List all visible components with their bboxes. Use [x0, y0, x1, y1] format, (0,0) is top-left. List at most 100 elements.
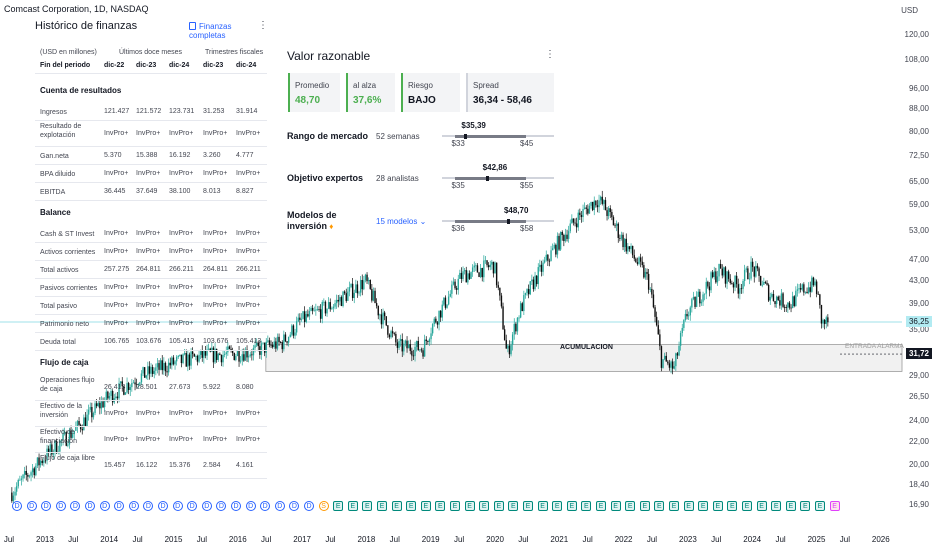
earnings-event-badge[interactable]: E [508, 501, 519, 511]
earnings-event-badge[interactable]: E [639, 501, 650, 511]
row-value: InvPro+ [104, 284, 129, 291]
period-header: dic-24 [169, 62, 190, 69]
dividend-event-badge[interactable]: D [128, 501, 139, 511]
candle-body [643, 265, 645, 278]
row-divider [35, 400, 267, 401]
candle-body [310, 307, 312, 312]
earnings-event-badge[interactable]: E [391, 501, 402, 511]
earnings-event-badge[interactable]: E [829, 501, 840, 511]
dividend-event-badge[interactable]: D [12, 501, 22, 511]
candle-body [387, 325, 389, 335]
earnings-event-badge[interactable]: E [464, 501, 475, 511]
earnings-event-badge[interactable]: E [625, 501, 636, 511]
earnings-event-badge[interactable]: E [596, 501, 606, 511]
candle-body [585, 207, 587, 209]
candle-body [491, 261, 493, 265]
candle-body [356, 284, 359, 294]
dividend-event-badge[interactable]: D [41, 501, 52, 511]
market-range-label: Rango de mercado [287, 131, 369, 141]
row-value: 5.922 [203, 384, 221, 391]
dividend-event-badge[interactable]: D [172, 501, 183, 511]
full-financials-link[interactable]: Finanzas completas [189, 22, 269, 40]
candle-body [246, 349, 248, 358]
earnings-event-badge[interactable]: E [566, 501, 577, 511]
earnings-event-badge[interactable]: E [362, 501, 373, 511]
fair-value-more-icon[interactable]: ⋮ [545, 49, 555, 60]
earnings-event-badge[interactable]: E [333, 501, 344, 511]
earnings-event-badge[interactable]: E [523, 501, 533, 511]
dividend-event-badge[interactable]: D [260, 501, 271, 511]
candle-body [417, 340, 419, 351]
earnings-event-badge[interactable]: E [727, 501, 738, 511]
earnings-event-badge[interactable]: E [698, 501, 709, 511]
earnings-event-badge[interactable]: E [479, 501, 490, 511]
dividend-event-badge[interactable]: D [245, 501, 256, 511]
candle-body [380, 314, 383, 325]
candle-body [641, 261, 643, 266]
more-icon[interactable]: ⋮ [258, 20, 268, 31]
earnings-event-badge[interactable]: E [450, 501, 460, 511]
document-icon [189, 22, 196, 30]
earnings-event-badge[interactable]: E [742, 501, 752, 511]
earnings-event-badge[interactable]: E [493, 501, 504, 511]
candle-body [286, 341, 288, 343]
candle-body [649, 288, 651, 290]
symbol-title: Comcast Corporation, 1D, NASDAQ [4, 4, 149, 14]
dividend-event-badge[interactable]: D [55, 501, 66, 511]
earnings-event-badge[interactable]: E [347, 501, 358, 511]
earnings-event-badge[interactable]: E [420, 501, 431, 511]
candle-body [148, 366, 151, 374]
earnings-event-badge[interactable]: E [756, 501, 767, 511]
dividend-event-badge[interactable]: D [187, 501, 198, 511]
dividend-event-badge[interactable]: D [304, 501, 314, 511]
candle-body [676, 353, 679, 356]
earnings-event-badge[interactable]: E [683, 501, 694, 511]
candle-body [355, 284, 357, 293]
candle-body [487, 265, 490, 268]
earnings-event-badge[interactable]: E [581, 501, 592, 511]
row-value: InvPro+ [203, 410, 228, 417]
candle-body [119, 381, 122, 384]
candle-body [94, 403, 96, 414]
dividend-event-badge[interactable]: D [114, 501, 125, 511]
dividend-event-badge[interactable]: D [201, 501, 212, 511]
dividend-event-badge[interactable]: D [289, 501, 300, 511]
earnings-event-badge[interactable]: E [785, 501, 796, 511]
candle-body [249, 354, 251, 356]
earnings-event-badge[interactable]: E [712, 501, 723, 511]
dividend-event-badge[interactable]: D [85, 501, 95, 511]
candle-body [670, 361, 672, 368]
candle-body [750, 261, 752, 279]
dividend-event-badge[interactable]: D [158, 501, 168, 511]
earnings-event-badge[interactable]: E [771, 501, 782, 511]
earnings-event-badge[interactable]: E [537, 501, 548, 511]
earnings-event-badge[interactable]: E [815, 501, 825, 511]
earnings-event-badge[interactable]: E [610, 501, 621, 511]
earnings-event-badge[interactable]: E [377, 501, 387, 511]
dividend-event-badge[interactable]: D [274, 501, 285, 511]
dividend-event-badge[interactable]: D [216, 501, 227, 511]
models-link[interactable]: 15 modelos ⌄ [376, 217, 426, 226]
candle-body [217, 353, 219, 360]
split-event-badge[interactable]: S [318, 501, 329, 511]
earnings-event-badge[interactable]: E [654, 501, 665, 511]
candle-body [774, 301, 776, 305]
dividend-event-badge[interactable]: D [70, 501, 81, 511]
analyst-target-bar: $42,86 $35 $55 [442, 163, 554, 193]
earnings-event-badge[interactable]: E [669, 501, 679, 511]
section-heading: Cuenta de resultados [40, 86, 122, 95]
dividend-event-badge[interactable]: D [143, 501, 154, 511]
earnings-event-badge[interactable]: E [406, 501, 417, 511]
dividend-event-badge[interactable]: D [26, 501, 37, 511]
dividend-event-badge[interactable]: D [231, 501, 241, 511]
candle-body [611, 212, 613, 218]
earnings-event-badge[interactable]: E [552, 501, 563, 511]
earnings-event-badge[interactable]: E [435, 501, 446, 511]
dividend-event-badge[interactable]: D [99, 501, 110, 511]
candle-body [81, 429, 83, 431]
candle-body [662, 359, 664, 368]
fair-value-box: Spread 36,34 - 58,46 [466, 73, 554, 112]
earnings-event-badge[interactable]: E [800, 501, 811, 511]
candle-body [300, 318, 303, 320]
